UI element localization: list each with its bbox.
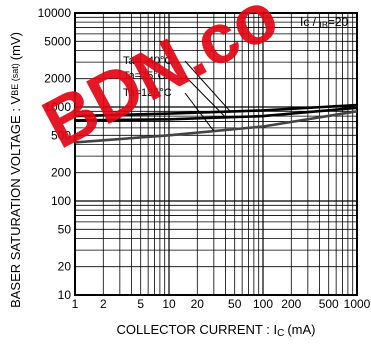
x-tick-label: 5 <box>137 297 144 311</box>
y-tick-label: 10000 <box>38 6 72 20</box>
series-line <box>74 106 358 122</box>
y-tick-label: 1000 <box>44 100 71 114</box>
series-name-label: Ta= -40°C <box>123 55 172 67</box>
leader-line <box>184 92 215 132</box>
y-axis-label: BASER SATURATION VOLTAGE : VBE (sat)(mV) <box>8 32 23 308</box>
x-tick-labels: 1 2 5 10 20 50 100 200 500 1000 <box>72 297 371 311</box>
series-line <box>74 103 358 118</box>
x-tick-label: 200 <box>281 297 301 311</box>
leader-line <box>184 60 231 112</box>
condition-label: Ic / IB=20 <box>300 15 349 30</box>
x-tick-label: 20 <box>191 297 205 311</box>
x-tick-label: 1 <box>72 297 79 311</box>
series-line <box>74 110 358 144</box>
y-tick-label: 200 <box>51 166 71 180</box>
x-tick-label: 100 <box>253 297 273 311</box>
leader-line <box>184 75 226 118</box>
series-name-label: Ta=125°C <box>123 87 172 99</box>
y-tick-label: 500 <box>51 128 71 142</box>
y-tick-labels: 10 20 50 100 200 500 1000 2000 5000 10000 <box>38 6 72 302</box>
watermark: BDN.co <box>30 0 290 163</box>
svg-text:BDN.co: BDN.co <box>30 0 290 163</box>
grid <box>75 13 357 295</box>
x-tick-label: 10 <box>162 297 176 311</box>
annotations: Ta= -40°C Ta=25°C Ta=125°C <box>123 55 231 132</box>
x-tick-label: 500 <box>319 297 339 311</box>
y-tick-label: 20 <box>58 260 72 274</box>
y-tick-label: 100 <box>51 194 71 208</box>
x-axis-label: COLLECTOR CURRENT : IC (mA) <box>116 322 315 339</box>
series-group <box>74 103 358 144</box>
x-tick-label: 1000 <box>344 297 371 311</box>
plot-frame <box>74 12 358 296</box>
series-name-label: Ta=25°C <box>123 70 166 82</box>
y-tick-label: 2000 <box>44 72 71 86</box>
y-tick-label: 10 <box>58 288 72 302</box>
x-tick-label: 50 <box>228 297 242 311</box>
y-tick-label: 5000 <box>44 34 71 48</box>
y-tick-label: 50 <box>58 222 72 236</box>
x-tick-label: 2 <box>100 297 107 311</box>
